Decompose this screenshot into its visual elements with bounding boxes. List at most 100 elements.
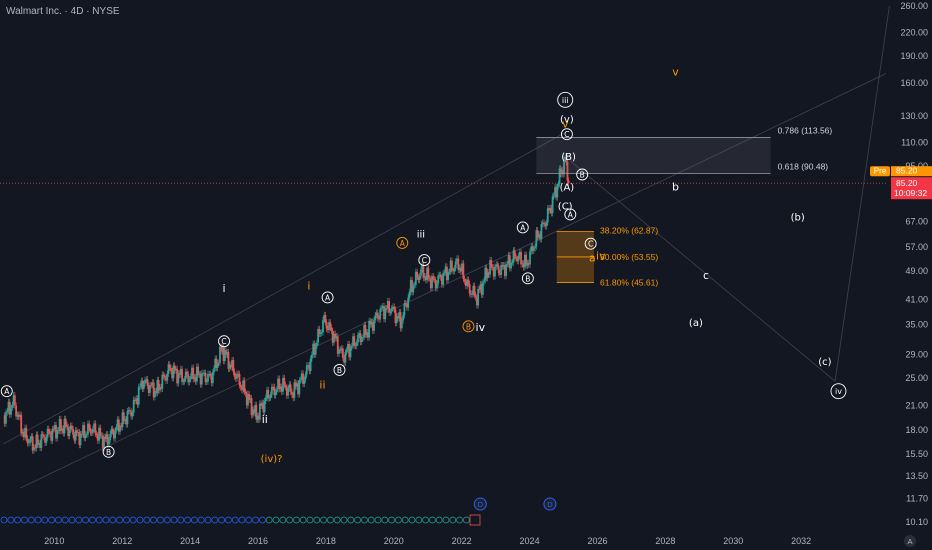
candle-body: [508, 255, 511, 269]
candle-body: [280, 386, 283, 392]
candle-body: [516, 258, 519, 262]
candle-body: [272, 386, 275, 388]
candle-body: [131, 412, 134, 417]
candle-body: [207, 374, 209, 382]
candle-body: [336, 336, 339, 354]
candle-body: [263, 401, 266, 413]
candle-body: [386, 300, 389, 309]
wave-label: (b): [791, 213, 805, 224]
event-marker: [157, 516, 164, 524]
candle-body: [36, 434, 39, 445]
candle-body: [466, 279, 469, 287]
candle-body: [310, 354, 313, 359]
candle-body: [369, 320, 372, 325]
candle-body: [243, 380, 246, 392]
candle-body: [161, 374, 164, 389]
wave-label: i: [223, 282, 226, 295]
event-marker: [231, 516, 239, 524]
candle-body: [225, 350, 227, 355]
candle-body: [313, 343, 316, 355]
candle-body: [270, 386, 273, 395]
candle-body: [492, 267, 495, 277]
candle-body: [378, 318, 380, 320]
wave-label: (A): [560, 182, 575, 193]
candle-body: [69, 425, 72, 430]
candle-body: [555, 187, 558, 198]
candle-body: [277, 378, 279, 390]
candle-body: [221, 347, 224, 352]
candle-body: [458, 267, 461, 270]
candle-body: [368, 320, 370, 338]
candle-body: [442, 273, 445, 285]
x-tick-label: 2030: [723, 536, 743, 546]
candle-body: [551, 196, 554, 214]
candle-body: [89, 427, 92, 433]
candle-body: [261, 402, 264, 406]
candle-body: [203, 372, 206, 374]
candle-body: [541, 222, 544, 225]
candle-body: [158, 386, 161, 391]
candle-body: [211, 372, 214, 384]
candle-body: [375, 312, 378, 316]
auto-scale-button[interactable]: [904, 535, 916, 547]
candle-body: [404, 303, 407, 305]
candle-body: [339, 349, 342, 351]
candle-body: [502, 265, 505, 267]
candle-body: [362, 337, 364, 339]
candle-body: [73, 434, 76, 441]
candle-body: [473, 285, 476, 296]
event-marker: [395, 516, 402, 524]
candle-body: [51, 429, 54, 441]
y-tick-label: 15.50: [905, 449, 928, 459]
event-marker: [415, 516, 423, 524]
candle-body: [83, 425, 86, 439]
candle-body: [325, 322, 328, 329]
candle-body: [474, 295, 477, 298]
candle-body: [177, 373, 180, 384]
candle-body: [52, 429, 55, 430]
wave-label: iv: [835, 387, 842, 396]
wave-label-circle: [0, 385, 13, 398]
bar-countdown: 10:09:32: [894, 188, 927, 198]
wave-label: A: [4, 387, 10, 396]
candle-body: [181, 368, 183, 382]
candle-body: [481, 282, 484, 295]
candle-body: [491, 267, 494, 268]
candle-body: [20, 414, 23, 434]
candle-body: [433, 278, 436, 281]
wave-label: c: [703, 269, 709, 282]
candle-body: [314, 345, 317, 355]
candle-body: [370, 321, 373, 325]
candle-body: [434, 280, 437, 289]
candle-body: [119, 425, 121, 432]
candle-body: [423, 276, 426, 278]
event-marker: [374, 516, 382, 524]
candle-body: [127, 410, 130, 412]
candle-body: [30, 436, 33, 439]
candle-body: [31, 436, 34, 451]
candle-body: [288, 384, 291, 389]
event-marker: [102, 516, 110, 524]
event-marker: [367, 516, 375, 524]
candle-body: [222, 347, 225, 362]
candle-body: [457, 258, 460, 270]
candle-body: [559, 168, 562, 175]
candle-body: [111, 428, 114, 432]
candle-body: [156, 379, 159, 394]
candle-body: [238, 374, 241, 386]
event-marker: [197, 516, 205, 524]
event-marker: [177, 516, 185, 524]
candle-body: [231, 360, 233, 368]
candle-body: [447, 271, 449, 281]
candle-body: [309, 358, 312, 372]
candle-body: [373, 320, 375, 331]
candle-body: [461, 263, 463, 272]
candle-body: [560, 169, 563, 175]
candle-body: [532, 248, 535, 251]
candle-body: [109, 434, 112, 441]
trend-line: [3, 131, 568, 445]
event-marker: [55, 516, 62, 524]
candle-body: [431, 276, 433, 289]
candle-body: [445, 266, 448, 281]
